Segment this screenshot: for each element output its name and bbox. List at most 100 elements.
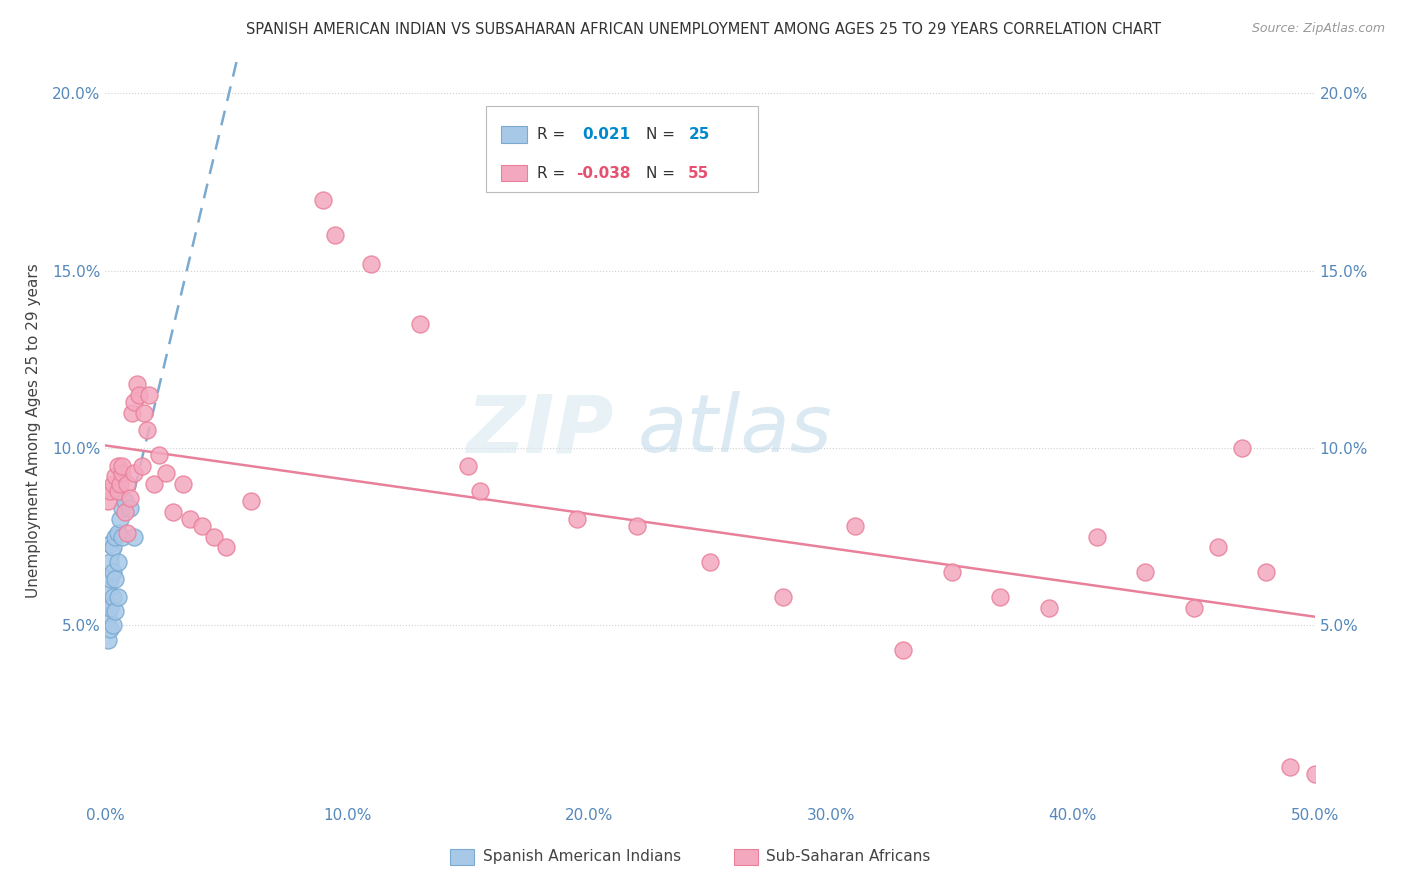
- Point: [107, 555, 129, 569]
- Point: [101, 618, 124, 632]
- Point: [115, 526, 138, 541]
- Point: [97, 582, 120, 597]
- Point: [191, 519, 214, 533]
- Point: [97, 632, 120, 647]
- Point: [125, 377, 148, 392]
- Point: [111, 466, 134, 480]
- Point: [155, 466, 177, 480]
- Point: [121, 406, 143, 420]
- Point: [323, 228, 346, 243]
- Point: [312, 193, 335, 207]
- Point: [135, 423, 157, 437]
- Text: R =: R =: [537, 166, 565, 181]
- Point: [98, 600, 121, 615]
- Point: [988, 590, 1011, 604]
- Point: [844, 519, 866, 533]
- Point: [114, 505, 136, 519]
- Text: ZIP: ZIP: [465, 392, 613, 469]
- Text: N =: N =: [645, 128, 675, 142]
- Point: [107, 590, 129, 604]
- Point: [1230, 441, 1253, 455]
- Point: [97, 494, 120, 508]
- Bar: [450, 849, 474, 865]
- Point: [107, 526, 129, 541]
- Point: [172, 476, 194, 491]
- Point: [97, 597, 120, 611]
- Point: [101, 541, 124, 555]
- Point: [98, 573, 121, 587]
- Point: [107, 458, 129, 473]
- Bar: [501, 165, 527, 181]
- Text: atlas: atlas: [637, 392, 832, 469]
- Text: Sub-Saharan Africans: Sub-Saharan Africans: [766, 849, 929, 864]
- Point: [104, 469, 127, 483]
- Point: [101, 476, 124, 491]
- Point: [626, 519, 648, 533]
- Point: [114, 494, 136, 508]
- Point: [699, 555, 721, 569]
- Point: [104, 530, 127, 544]
- Text: SPANISH AMERICAN INDIAN VS SUBSAHARAN AFRICAN UNEMPLOYMENT AMONG AGES 25 TO 29 Y: SPANISH AMERICAN INDIAN VS SUBSAHARAN AF…: [246, 22, 1160, 37]
- Point: [111, 458, 134, 473]
- Point: [1038, 600, 1060, 615]
- Point: [101, 566, 124, 580]
- Point: [457, 458, 479, 473]
- Point: [108, 512, 131, 526]
- Point: [124, 395, 146, 409]
- Point: [108, 476, 131, 491]
- Text: R =: R =: [537, 128, 565, 142]
- Point: [98, 622, 121, 636]
- Point: [1182, 600, 1205, 615]
- Point: [124, 466, 146, 480]
- Text: 0.021: 0.021: [582, 128, 630, 142]
- Point: [772, 590, 794, 604]
- Point: [893, 643, 915, 657]
- FancyBboxPatch shape: [486, 106, 758, 192]
- Point: [138, 388, 160, 402]
- Text: 25: 25: [689, 128, 710, 142]
- Point: [142, 476, 165, 491]
- Point: [360, 257, 382, 271]
- Point: [101, 590, 124, 604]
- Point: [97, 611, 120, 625]
- Point: [118, 501, 141, 516]
- Point: [1256, 566, 1278, 580]
- Text: N =: N =: [645, 166, 675, 181]
- Point: [98, 483, 121, 498]
- Point: [111, 530, 134, 544]
- Point: [131, 458, 153, 473]
- Point: [128, 388, 150, 402]
- Point: [107, 483, 129, 498]
- Point: [162, 505, 184, 519]
- Point: [111, 501, 134, 516]
- Point: [470, 483, 492, 498]
- Y-axis label: Unemployment Among Ages 25 to 29 years: Unemployment Among Ages 25 to 29 years: [27, 263, 41, 598]
- Text: Source: ZipAtlas.com: Source: ZipAtlas.com: [1251, 22, 1385, 36]
- Point: [409, 317, 432, 331]
- Bar: [501, 127, 527, 143]
- Point: [1303, 767, 1326, 781]
- Point: [98, 537, 121, 551]
- Point: [215, 541, 238, 555]
- Point: [1206, 541, 1229, 555]
- Text: Spanish American Indians: Spanish American Indians: [482, 849, 681, 864]
- Point: [104, 573, 127, 587]
- Point: [941, 566, 963, 580]
- Point: [239, 494, 262, 508]
- Point: [115, 476, 138, 491]
- Point: [98, 555, 121, 569]
- Bar: [734, 849, 758, 865]
- Point: [1279, 760, 1302, 774]
- Point: [179, 512, 201, 526]
- Text: -0.038: -0.038: [576, 166, 630, 181]
- Point: [1135, 566, 1157, 580]
- Point: [118, 491, 141, 505]
- Point: [124, 530, 146, 544]
- Point: [565, 512, 588, 526]
- Text: 55: 55: [689, 166, 710, 181]
- Point: [104, 604, 127, 618]
- Point: [148, 448, 170, 462]
- Point: [202, 530, 225, 544]
- Point: [134, 406, 156, 420]
- Point: [1085, 530, 1108, 544]
